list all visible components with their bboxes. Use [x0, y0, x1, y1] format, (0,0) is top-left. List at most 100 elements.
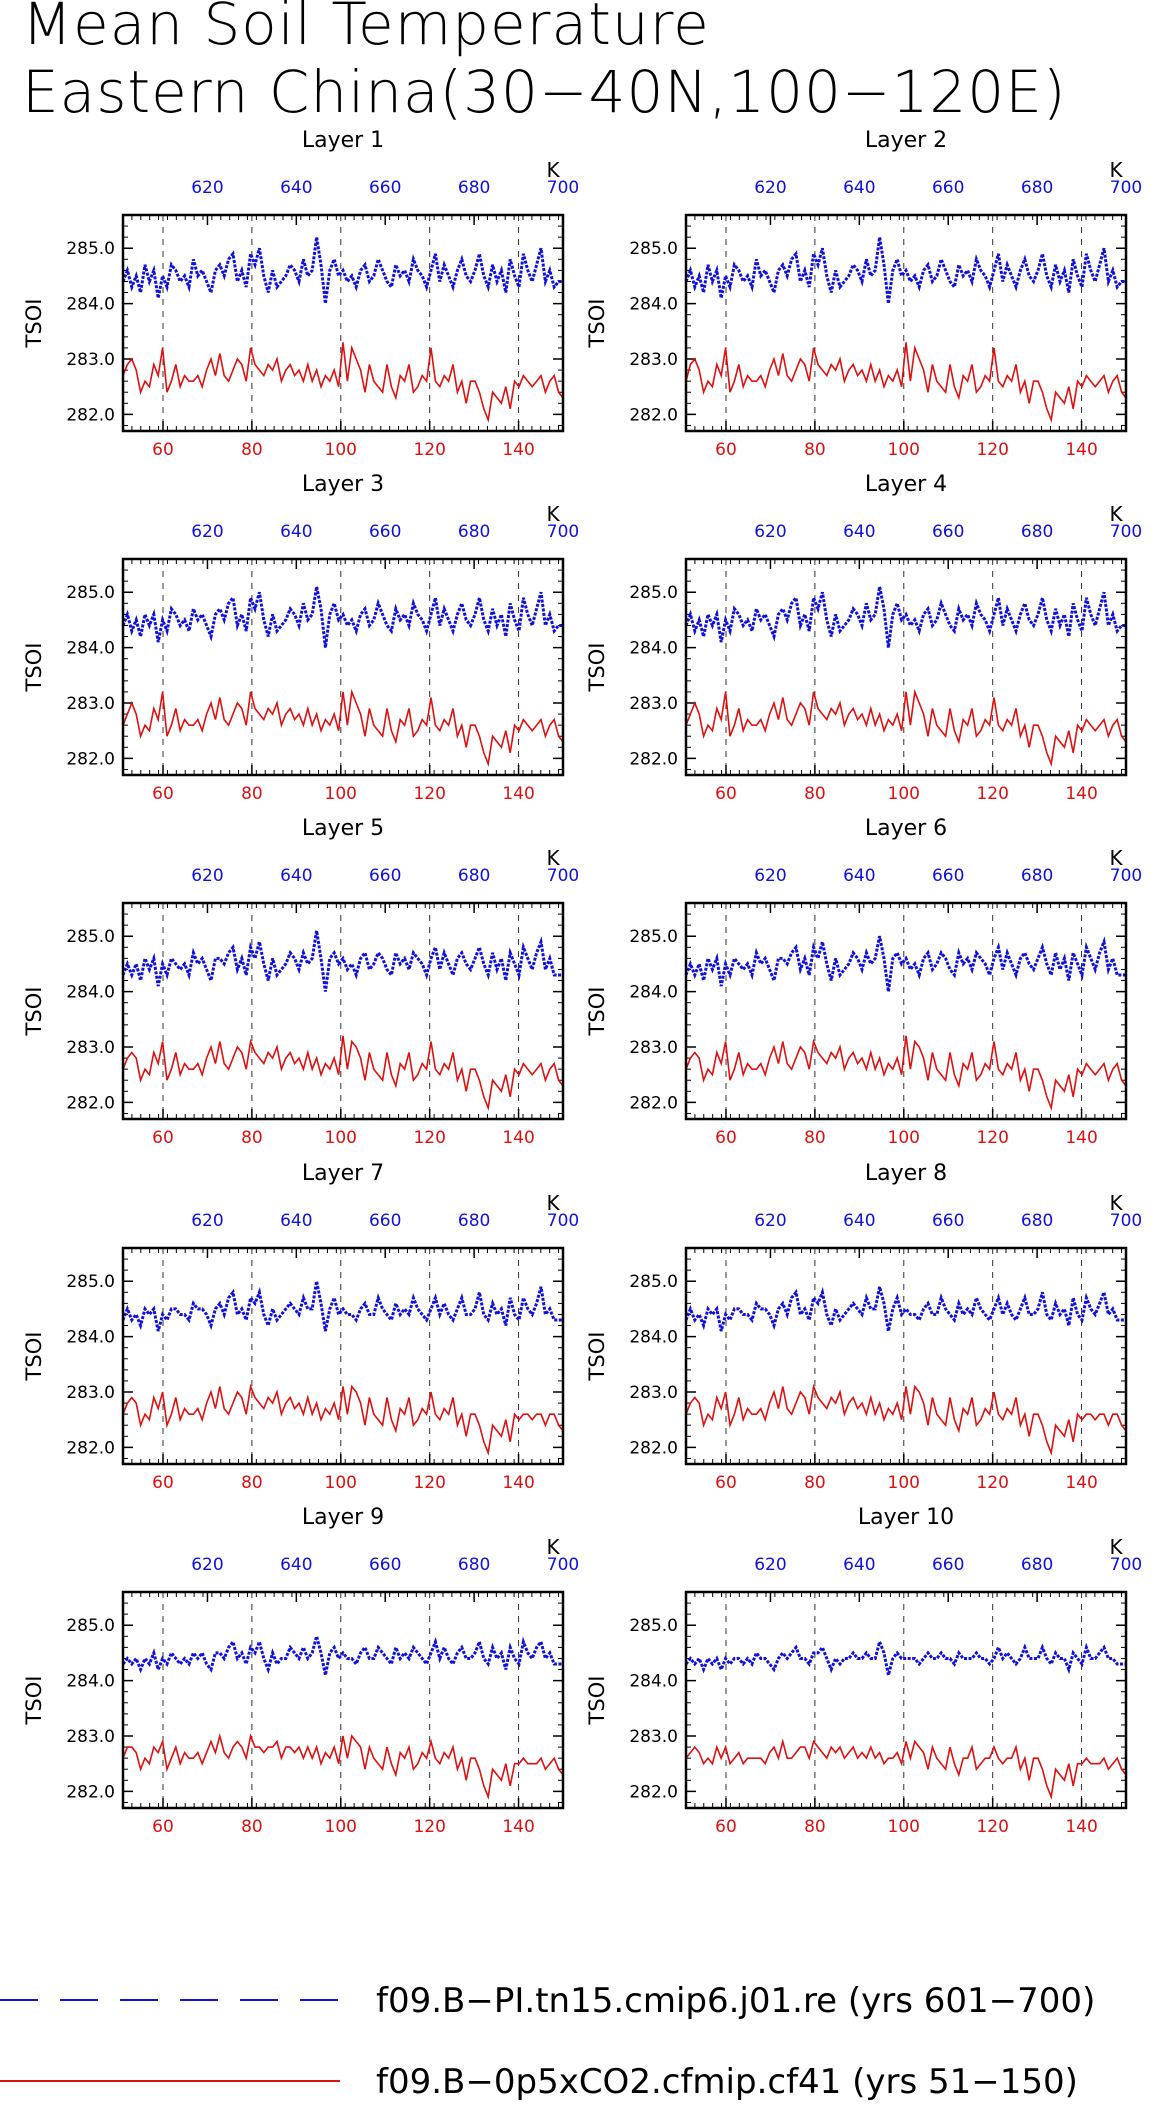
y-tick-label: 285.0 — [66, 1616, 115, 1636]
y-tick-label: 285.0 — [66, 1272, 115, 1292]
x-tick-label: 60 — [152, 784, 174, 804]
y-axis-label: TSOI — [22, 1332, 46, 1382]
y-tick-label: 282.0 — [629, 1438, 678, 1458]
y-tick-label: 284.0 — [66, 639, 115, 659]
x-tick-label: 100 — [325, 440, 357, 460]
x-top-tick-label: 660 — [369, 866, 401, 886]
x-top-tick-label: 640 — [843, 866, 875, 886]
y-axis-label: TSOI — [585, 1676, 609, 1726]
y-axis-label: TSOI — [585, 1332, 609, 1382]
y-tick-label: 283.0 — [629, 694, 678, 714]
top-axis-unit-label: K — [1109, 1535, 1123, 1559]
plot-frame — [121, 213, 565, 433]
plot-frame — [121, 1590, 565, 1810]
panel-title: Layer 9 — [302, 1505, 384, 1530]
x-tick-label: 140 — [502, 1128, 534, 1148]
y-tick-label: 282.0 — [629, 405, 678, 425]
x-top-tick-label: 640 — [280, 866, 312, 886]
x-top-tick-label: 660 — [369, 1211, 401, 1231]
y-tick-label: 282.0 — [629, 1782, 678, 1802]
series-line-blue — [121, 1280, 563, 1332]
x-top-tick-label: 640 — [280, 522, 312, 542]
x-tick-label: 60 — [715, 1473, 737, 1493]
y-tick-label: 284.0 — [66, 295, 115, 315]
x-top-tick-label: 640 — [843, 178, 875, 198]
x-top-tick-label: 700 — [1110, 866, 1142, 886]
series-line-blue — [121, 586, 563, 648]
x-top-tick-label: 680 — [458, 1555, 490, 1575]
x-tick-label: 120 — [413, 1817, 445, 1837]
y-tick-label: 285.0 — [629, 927, 678, 947]
series-line-red — [122, 1732, 564, 1800]
x-top-tick-label: 700 — [547, 178, 579, 198]
series-line-red — [122, 342, 564, 423]
y-tick-label: 284.0 — [66, 1328, 115, 1348]
x-top-tick-label: 660 — [369, 1555, 401, 1575]
top-axis-unit-label: K — [546, 846, 560, 870]
y-tick-label: 283.0 — [66, 1727, 115, 1747]
x-top-tick-label: 680 — [1021, 1211, 1053, 1231]
x-top-tick-label: 680 — [458, 522, 490, 542]
panel-title: Layer 8 — [865, 1161, 947, 1186]
y-tick-label: 283.0 — [66, 1038, 115, 1058]
panel-title: Layer 7 — [302, 1161, 384, 1186]
plot-frame — [121, 557, 565, 777]
y-tick-label: 282.0 — [66, 1093, 115, 1113]
top-axis-unit-label: K — [1109, 846, 1123, 870]
y-tick-label: 285.0 — [66, 583, 115, 603]
x-tick-label: 120 — [413, 784, 445, 804]
x-tick-label: 140 — [1065, 440, 1097, 460]
x-tick-label: 100 — [888, 1473, 920, 1493]
series-line-blue — [121, 236, 563, 304]
series-line-blue — [684, 236, 1126, 304]
y-tick-label: 284.0 — [66, 983, 115, 1003]
x-top-tick-label: 700 — [547, 522, 579, 542]
x-tick-label: 120 — [413, 1473, 445, 1493]
x-top-tick-label: 620 — [191, 522, 223, 542]
x-tick-label: 100 — [888, 1128, 920, 1148]
x-tick-label: 80 — [804, 1817, 826, 1837]
top-axis-unit-label: K — [1109, 1191, 1123, 1215]
x-top-tick-label: 620 — [191, 1555, 223, 1575]
y-axis-label: TSOI — [585, 643, 609, 693]
series-line-blue — [684, 586, 1126, 648]
series-line-red — [685, 342, 1127, 423]
x-top-tick-label: 620 — [754, 1211, 786, 1231]
x-tick-label: 80 — [241, 1817, 263, 1837]
x-top-tick-label: 680 — [458, 178, 490, 198]
x-tick-label: 80 — [804, 1473, 826, 1493]
x-tick-label: 100 — [888, 784, 920, 804]
x-top-tick-label: 620 — [754, 522, 786, 542]
panel-title: Layer 2 — [865, 128, 947, 153]
x-top-tick-label: 700 — [1110, 1211, 1142, 1231]
x-top-tick-label: 700 — [547, 1211, 579, 1231]
panel-title: Layer 10 — [858, 1505, 954, 1530]
x-tick-label: 60 — [152, 1473, 174, 1493]
y-axis-label: TSOI — [585, 299, 609, 349]
y-axis-label: TSOI — [585, 987, 609, 1037]
plot-frame — [684, 213, 1128, 433]
y-axis-label: TSOI — [22, 987, 46, 1037]
x-tick-label: 60 — [152, 440, 174, 460]
x-top-tick-label: 620 — [191, 866, 223, 886]
x-tick-label: 140 — [1065, 1817, 1097, 1837]
panel-title: Layer 1 — [302, 128, 384, 153]
x-top-tick-label: 660 — [932, 1211, 964, 1231]
x-top-tick-label: 680 — [458, 1211, 490, 1231]
x-tick-label: 60 — [715, 1817, 737, 1837]
panel-title: Layer 4 — [865, 472, 947, 497]
y-tick-label: 283.0 — [629, 1383, 678, 1403]
x-tick-label: 100 — [325, 1473, 357, 1493]
x-tick-label: 140 — [1065, 1473, 1097, 1493]
y-tick-label: 284.0 — [629, 983, 678, 1003]
series-line-red — [685, 1738, 1127, 1800]
y-tick-label: 282.0 — [629, 1093, 678, 1113]
